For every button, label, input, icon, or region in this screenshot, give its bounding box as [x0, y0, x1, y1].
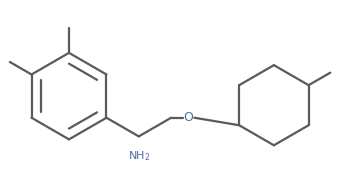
Text: O: O: [183, 111, 193, 124]
Text: NH$_2$: NH$_2$: [128, 149, 151, 163]
